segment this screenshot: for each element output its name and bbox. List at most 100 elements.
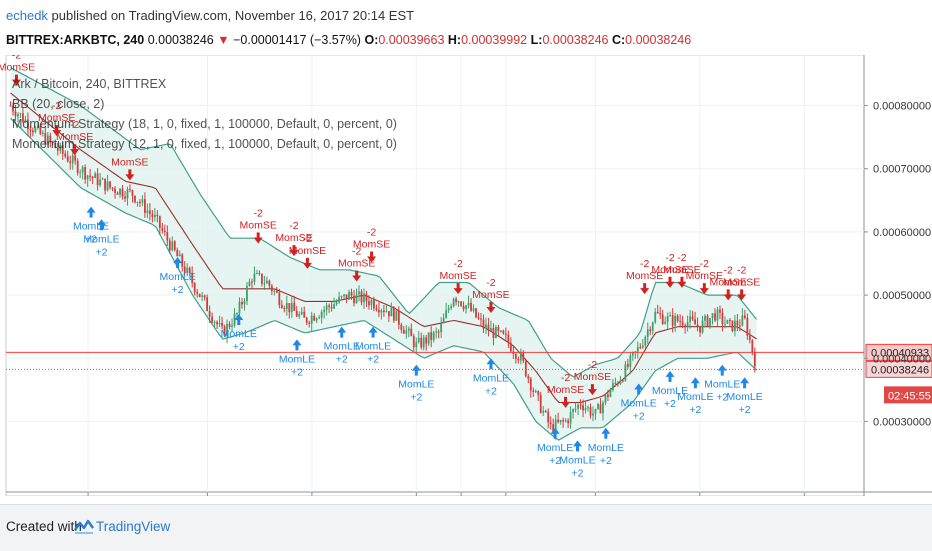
y-tick-label: 0.00070000 <box>873 164 931 176</box>
short-arrow-icon <box>70 144 80 156</box>
candle-body <box>385 311 388 313</box>
candle-body <box>621 380 624 382</box>
candle-body <box>382 310 385 312</box>
candle-body <box>146 210 149 213</box>
marker-label: MomSE <box>240 220 277 232</box>
candle-body <box>626 364 629 367</box>
candle-body <box>475 308 477 318</box>
y-tick-label: 0.00050000 <box>873 290 931 302</box>
candle-body <box>624 364 627 381</box>
candle-body <box>641 345 644 348</box>
marker-label: MomLE <box>621 398 657 410</box>
marker-qty: -2 <box>352 245 361 257</box>
candle-body <box>487 324 490 331</box>
marker-qty: +2 <box>336 354 348 366</box>
candle-body <box>681 321 684 326</box>
candle-body <box>201 295 204 297</box>
candle-body <box>119 188 121 195</box>
candle-body <box>714 313 716 321</box>
candle-body <box>544 410 547 412</box>
author-link[interactable]: echedk <box>6 8 48 23</box>
marker-qty: +2 <box>291 366 303 378</box>
candle-body <box>104 178 106 191</box>
bollinger-bands <box>10 67 758 441</box>
candle-body <box>211 316 214 323</box>
candle-body <box>360 291 363 303</box>
candle-body <box>604 394 607 403</box>
candle-body <box>54 143 57 148</box>
candle-body <box>569 412 572 424</box>
candle-body <box>358 291 360 295</box>
candle-body <box>228 323 231 327</box>
candle-body <box>76 160 79 173</box>
candle-body <box>248 281 251 287</box>
legend-line: Momentum Strategy (18, 1, 0, fixed, 1, 1… <box>12 117 397 131</box>
marker-qty: -2 <box>486 277 495 289</box>
tradingview-link[interactable]: TradingView <box>96 519 171 534</box>
candle-body <box>261 273 263 284</box>
long-arrow-icon <box>573 440 583 452</box>
long-arrow-icon <box>337 326 347 338</box>
candle-body <box>335 302 338 305</box>
candle-body <box>86 175 89 180</box>
candle-body <box>320 311 323 318</box>
candle-body <box>612 382 614 390</box>
candle-body <box>380 310 383 313</box>
candle-body <box>196 291 199 294</box>
candle-body <box>661 314 664 324</box>
candle-body <box>12 105 14 112</box>
candle-body <box>283 308 286 310</box>
marker-label: MomSE <box>547 384 584 396</box>
candle-body <box>724 323 726 325</box>
marker-qty: -2 <box>52 100 61 112</box>
candle-body <box>243 300 246 305</box>
candle-body <box>173 241 176 250</box>
marker-qty: -2 <box>289 220 298 232</box>
candle-body <box>111 187 114 189</box>
candle-body <box>651 322 654 332</box>
candle-body <box>427 332 430 344</box>
marker-qty: +2 <box>410 392 422 404</box>
candle-body <box>430 332 433 340</box>
candle-body <box>69 161 72 164</box>
marker-qty: +2 <box>633 411 645 423</box>
candle-body <box>216 322 219 325</box>
candle-body <box>280 304 283 309</box>
candle-body <box>437 331 440 333</box>
marker-label: MomLE <box>473 372 509 384</box>
marker-qty: +2 <box>664 398 676 410</box>
bb-middle-line <box>10 92 757 404</box>
candle-body <box>22 113 24 122</box>
candle-body <box>308 322 311 324</box>
candle-body <box>746 317 749 336</box>
candle-body <box>400 324 403 330</box>
candle-body <box>295 310 298 317</box>
candle-body <box>373 300 375 309</box>
long-arrow-icon <box>690 377 700 389</box>
candle-body <box>738 325 741 327</box>
candle-body <box>602 402 604 414</box>
marker-qty: -2 <box>665 252 674 264</box>
marker-qty: +2 <box>485 385 497 397</box>
candle-body <box>696 324 699 327</box>
candle-body <box>490 328 492 331</box>
candle-body <box>17 114 19 117</box>
short-arrow-icon <box>302 257 312 269</box>
candle-body <box>153 214 156 218</box>
marker-label: MomSE <box>338 257 375 269</box>
candle-body <box>420 337 423 348</box>
marker-label: MomSE <box>56 131 93 143</box>
candle-body <box>527 376 530 379</box>
candle-body <box>151 213 154 218</box>
candle-body <box>422 337 425 348</box>
tradingview-logo-icon[interactable] <box>74 517 94 535</box>
candle-body <box>554 419 557 433</box>
marker-label: MomSE <box>651 264 688 276</box>
candle-body <box>726 319 729 324</box>
candle-body <box>629 355 632 367</box>
candle-body <box>213 322 216 324</box>
y-tick-label: 0.00040000 <box>873 353 931 365</box>
candle-body <box>330 306 333 309</box>
marker-label: MomLE <box>355 341 391 353</box>
